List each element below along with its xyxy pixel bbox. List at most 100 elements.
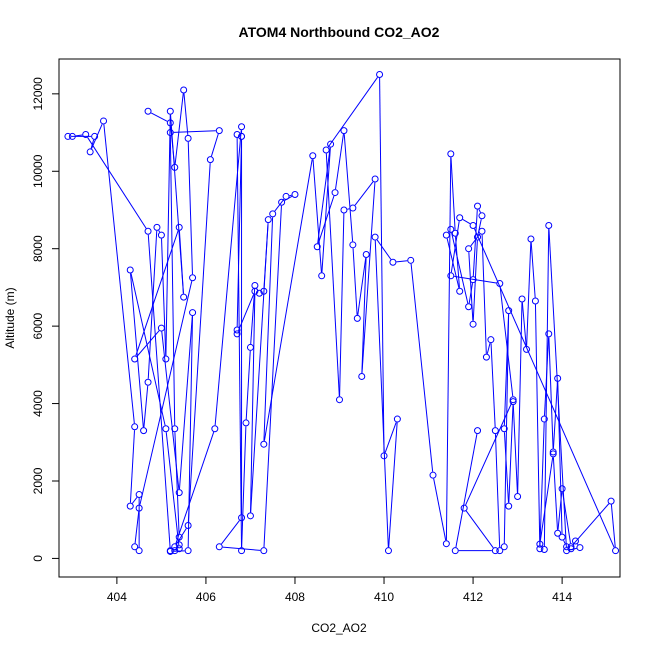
data-point xyxy=(500,425,508,433)
series-line-segment xyxy=(445,157,452,541)
data-point xyxy=(157,231,165,239)
data-point xyxy=(246,512,254,520)
series-line-segment xyxy=(539,422,545,546)
series-line-segment xyxy=(379,77,385,453)
data-point xyxy=(238,514,246,522)
data-point xyxy=(215,543,223,551)
series-line-segment xyxy=(130,273,166,426)
data-point xyxy=(144,227,152,235)
data-point xyxy=(86,148,94,156)
series-line-segment xyxy=(134,511,140,544)
y-tick-label: 12000 xyxy=(31,77,45,111)
series-line-segment xyxy=(222,546,261,551)
series-line-segment xyxy=(494,434,501,548)
series-line-segment xyxy=(468,252,474,321)
data-point xyxy=(175,489,183,497)
data-point xyxy=(523,345,530,353)
series-line-segment xyxy=(165,432,180,546)
series-line-segment xyxy=(165,114,171,356)
x-tick-label: 414 xyxy=(552,590,572,604)
y-axis-label: Altitude (m) xyxy=(3,287,17,348)
series-line-segment xyxy=(339,213,345,397)
data-point xyxy=(233,130,241,138)
data-point xyxy=(340,206,348,214)
y-tick-label: 2000 xyxy=(31,467,45,494)
data-point xyxy=(536,540,544,548)
data-point xyxy=(171,543,179,551)
data-point xyxy=(447,272,455,280)
data-point xyxy=(505,502,513,510)
data-point xyxy=(612,547,620,555)
series-line-segment xyxy=(490,343,496,428)
x-tick-label: 404 xyxy=(107,590,127,604)
data-point xyxy=(162,425,170,433)
data-point xyxy=(545,330,553,338)
series-line-segment xyxy=(503,314,510,426)
series-line-segment xyxy=(526,242,532,346)
data-point xyxy=(144,107,152,115)
data-point xyxy=(478,212,486,220)
data-point xyxy=(336,396,343,404)
series-line-segment xyxy=(263,159,313,441)
series-line-segment xyxy=(486,342,491,354)
series-line-segment xyxy=(236,139,242,327)
series-line-segment xyxy=(147,234,171,548)
data-point xyxy=(358,372,366,380)
series-line-segment xyxy=(361,257,367,373)
data-point xyxy=(496,280,504,288)
series-line-segment xyxy=(388,422,398,548)
series-line-segment xyxy=(481,234,487,354)
data-point xyxy=(353,314,361,322)
data-point xyxy=(456,287,464,295)
data-point xyxy=(567,543,575,551)
series-line-segment xyxy=(357,257,367,315)
series-line-segment xyxy=(539,457,554,541)
series-line-segment xyxy=(241,426,247,548)
data-point xyxy=(451,229,459,237)
y-tick-label: 8000 xyxy=(31,235,45,262)
series-line-segment xyxy=(174,93,184,164)
data-point xyxy=(184,134,192,142)
data-point xyxy=(531,297,539,305)
data-point xyxy=(206,156,214,164)
data-point xyxy=(558,485,566,493)
series-line-segment xyxy=(143,385,149,428)
series-line-segment xyxy=(176,528,187,545)
series-line-segment xyxy=(169,136,176,426)
series-line-segment xyxy=(472,240,478,321)
series-line-segment xyxy=(610,504,616,548)
data-point xyxy=(393,415,401,423)
data-point xyxy=(131,423,139,431)
series-line-segment xyxy=(236,137,243,548)
series-line-segment xyxy=(325,153,340,397)
data-point xyxy=(496,547,504,555)
data-point xyxy=(82,130,90,138)
data-point xyxy=(140,427,148,435)
data-point xyxy=(171,547,179,555)
data-point xyxy=(135,504,143,512)
y-tick-label: 6000 xyxy=(31,312,45,339)
data-point xyxy=(469,320,477,328)
series-line-segment xyxy=(187,141,193,275)
data-point xyxy=(384,547,392,555)
data-point xyxy=(166,107,174,115)
series-line-segment xyxy=(396,260,408,263)
data-point xyxy=(322,146,330,154)
series-line-segment xyxy=(317,147,331,244)
data-point xyxy=(238,132,246,140)
series-line-segment xyxy=(317,195,335,244)
series-line-segment xyxy=(450,221,460,273)
data-point xyxy=(251,287,259,295)
data-point xyxy=(282,192,290,200)
data-point xyxy=(554,374,562,382)
series-line-segment xyxy=(274,198,285,212)
data-point xyxy=(527,235,535,243)
data-point xyxy=(269,210,277,218)
series-line-segment xyxy=(263,217,274,441)
series-line-segment xyxy=(465,402,513,506)
data-point xyxy=(157,324,165,332)
series-line-segment xyxy=(478,209,481,213)
data-point xyxy=(371,175,379,183)
series-line-segment xyxy=(354,181,374,206)
data-point xyxy=(233,326,241,334)
